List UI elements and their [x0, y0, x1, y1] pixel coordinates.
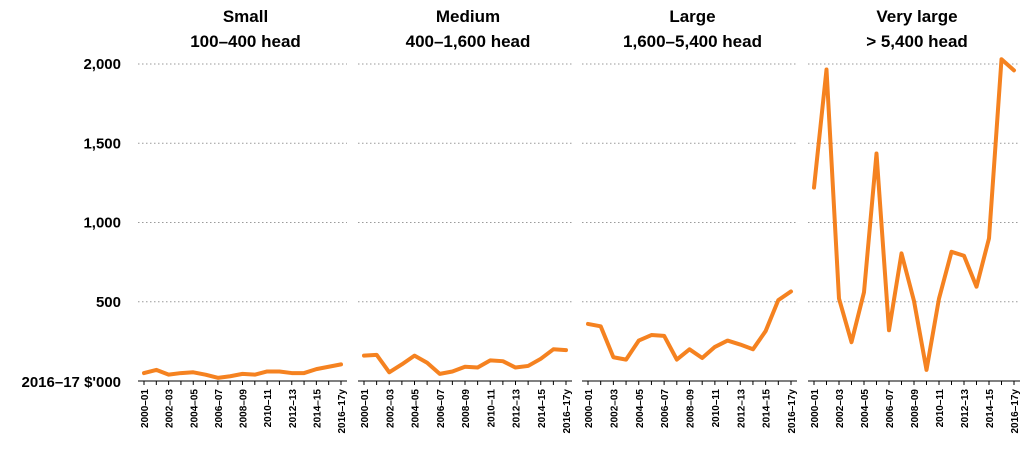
panel-subtitle: > 5,400 head: [866, 32, 968, 51]
x-tick-label: 2000–01: [360, 389, 371, 428]
x-tick-label: 2010–11: [263, 389, 274, 428]
panel-subtitle: 1,600–5,400 head: [623, 32, 762, 51]
panel-title: Small: [223, 7, 268, 26]
x-tick-label: 2016–17y: [787, 389, 798, 434]
y-tick-label: 500: [96, 294, 121, 311]
panel-title: Medium: [436, 7, 500, 26]
x-tick-label: 2012–13: [288, 389, 299, 428]
series-line: [142, 362, 343, 380]
panel-subtitle: 100–400 head: [190, 32, 301, 51]
x-tick-label: 2016–17y: [337, 389, 348, 434]
x-tick-label: 2014–15: [762, 389, 773, 428]
x-tick-label: 2014–15: [537, 389, 548, 428]
x-tick-label: 2010–11: [935, 389, 946, 428]
panel-subtitle: 400–1,600 head: [406, 32, 531, 51]
x-tick-label: 2012–13: [736, 389, 747, 428]
x-tick-label: 2016–17y: [562, 389, 573, 434]
series-line: [362, 347, 568, 376]
x-tick-label: 2004–05: [189, 389, 200, 428]
x-tick-label: 2004–05: [635, 389, 646, 428]
x-tick-label: 2010–11: [711, 389, 722, 428]
x-tick-label: 2000–01: [810, 389, 821, 428]
x-tick-label: 2006–07: [214, 389, 225, 428]
y-axis-unit-label: 2016–17 $'000: [22, 374, 122, 391]
x-tick-label: 2002–03: [835, 389, 846, 428]
x-tick-label: 2012–13: [960, 389, 971, 428]
x-tick-label: 2014–15: [312, 389, 323, 428]
x-tick-label: 2000–01: [140, 389, 151, 428]
x-tick-label: 2016–17y: [1010, 389, 1021, 434]
x-tick-label: 2008–09: [461, 389, 472, 428]
y-tick-label: 1,000: [83, 215, 121, 232]
x-tick-label: 2008–09: [239, 389, 250, 428]
x-tick-label: 2008–09: [910, 389, 921, 428]
x-tick-label: 2004–05: [860, 389, 871, 428]
series-line: [812, 57, 1016, 372]
panel-title: Large: [669, 7, 715, 26]
x-tick-label: 2006–07: [885, 389, 896, 428]
y-tick-label: 2,000: [83, 56, 121, 73]
x-tick-label: 2014–15: [985, 389, 996, 428]
x-tick-label: 2012–13: [512, 389, 523, 428]
x-tick-label: 2002–03: [165, 389, 176, 428]
x-tick-label: 2006–07: [436, 389, 447, 428]
y-tick-label: 1,500: [83, 135, 121, 152]
x-tick-label: 2006–07: [660, 389, 671, 428]
x-tick-label: 2008–09: [686, 389, 697, 428]
x-tick-label: 2002–03: [609, 389, 620, 428]
x-tick-label: 2000–01: [584, 389, 595, 428]
x-tick-label: 2004–05: [411, 389, 422, 428]
x-tick-label: 2002–03: [385, 389, 396, 428]
panel-title: Very large: [876, 7, 957, 26]
x-tick-label: 2010–11: [486, 389, 497, 428]
